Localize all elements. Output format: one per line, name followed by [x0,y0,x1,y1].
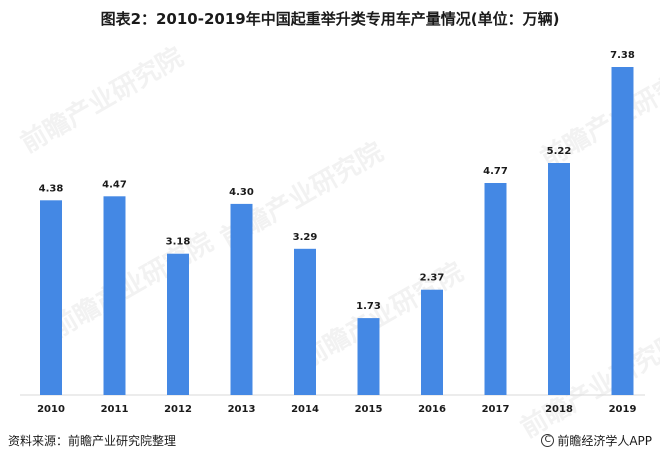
bar-2018 [548,163,570,395]
data-label-2019: 7.38 [610,50,635,61]
data-label-2018: 5.22 [547,146,572,157]
x-tick-label-2016: 2016 [418,404,446,415]
source-note: 资料来源：前瞻产业研究院整理 [8,434,177,448]
bar-2013 [230,203,253,395]
x-tick-label-2010: 2010 [37,404,65,415]
data-label-2016: 2.37 [420,273,445,284]
bar-2011 [103,196,126,395]
bar-2010 [40,200,62,395]
bar-2017 [484,183,507,395]
x-tick-label-2017: 2017 [482,404,510,415]
data-label-2010: 4.38 [39,183,64,194]
bar-2012 [167,253,189,395]
x-tick-label-2018: 2018 [545,404,573,415]
data-label-2017: 4.77 [483,166,508,177]
bar-2019 [611,67,634,395]
brand-name: 前瞻经济学人APP [557,434,652,448]
brand-credit: C 前瞻经济学人APP [541,432,652,449]
x-tick-label-2019: 2019 [609,404,637,415]
chart-title: 图表2：2010-2019年中国起重举升类专用车产量情况(单位：万辆) [100,10,560,28]
x-tick-label-2014: 2014 [291,404,319,415]
bar-2016 [421,289,443,395]
data-label-2013: 4.30 [229,187,254,198]
x-tick-label-2011: 2011 [101,404,129,415]
x-tick-label-2015: 2015 [355,404,383,415]
data-label-2014: 3.29 [293,232,318,243]
bar-2014 [294,248,316,395]
data-label-2011: 4.47 [102,179,127,190]
x-tick-label-2012: 2012 [164,404,192,415]
copyright-circle-icon: C [541,434,555,447]
data-label-2015: 1.73 [356,301,381,312]
x-tick-label-2013: 2013 [228,404,256,415]
data-label-2012: 3.18 [166,237,191,248]
bar-2015 [357,318,380,395]
